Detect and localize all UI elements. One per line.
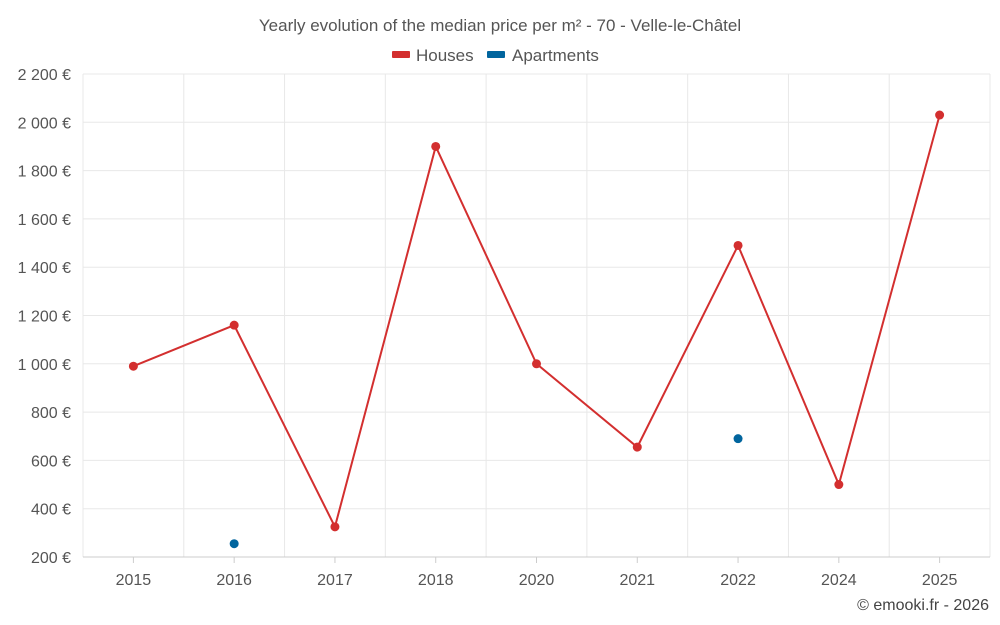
data-point-houses-2017[interactable]	[330, 522, 340, 532]
data-point-houses-2015[interactable]	[128, 361, 138, 371]
x-tick-label: 2024	[821, 572, 857, 589]
y-tick-label: 1 400 €	[18, 260, 71, 277]
chart-title: Yearly evolution of the median price per…	[259, 16, 741, 35]
y-tick-label: 200 €	[31, 550, 71, 567]
y-tick-label: 1 000 €	[18, 357, 71, 374]
data-point-houses-2025[interactable]	[935, 110, 945, 120]
data-point-apartments-2022[interactable]	[733, 434, 743, 444]
x-tick-label: 2022	[720, 572, 756, 589]
y-tick-label: 1 200 €	[18, 309, 71, 326]
y-tick-label: 800 €	[31, 405, 71, 422]
x-tick-label: 2025	[922, 572, 958, 589]
data-point-houses-2020[interactable]	[532, 359, 541, 369]
y-tick-label: 1 800 €	[18, 164, 71, 181]
x-tick-label: 2018	[418, 572, 454, 589]
x-tick-label: 2021	[619, 572, 655, 589]
y-tick-label: 1 600 €	[18, 212, 71, 229]
x-tick-label: 2017	[317, 572, 353, 589]
y-tick-label: 400 €	[31, 502, 71, 519]
data-point-apartments-2016[interactable]	[229, 539, 239, 549]
data-point-houses-2018[interactable]	[431, 141, 441, 151]
legend-swatch-houses	[392, 51, 410, 58]
x-tick-label: 2016	[216, 572, 252, 589]
x-tick-label: 2020	[519, 572, 555, 589]
series-line-houses	[133, 114, 941, 530]
data-point-houses-2022[interactable]	[733, 240, 743, 250]
axes: 200 € 400 € 600 € 800 € 1 000 € 1 200 € 1 400 …	[18, 67, 990, 589]
credit-text: © emooki.fr - 2026	[857, 597, 989, 614]
legend-item-houses[interactable]: Houses	[392, 46, 474, 65]
y-tick-label: 2 000 €	[18, 115, 71, 132]
grid	[82, 73, 991, 557]
legend-swatch-apartments	[487, 51, 505, 58]
data-point-houses-2016[interactable]	[229, 320, 239, 330]
legend-label-apartments: Apartments	[512, 46, 599, 65]
y-tick-label: 600 €	[31, 453, 71, 470]
series	[128, 110, 945, 549]
data-point-houses-2021[interactable]	[632, 442, 642, 452]
legend-label-houses: Houses	[416, 46, 474, 65]
y-tick-label: 2 200 €	[18, 67, 71, 84]
legend: Houses Apartments	[392, 46, 599, 65]
x-tick-label: 2015	[116, 572, 152, 589]
legend-item-apartments[interactable]: Apartments	[487, 46, 599, 65]
data-point-houses-2024[interactable]	[834, 480, 844, 490]
